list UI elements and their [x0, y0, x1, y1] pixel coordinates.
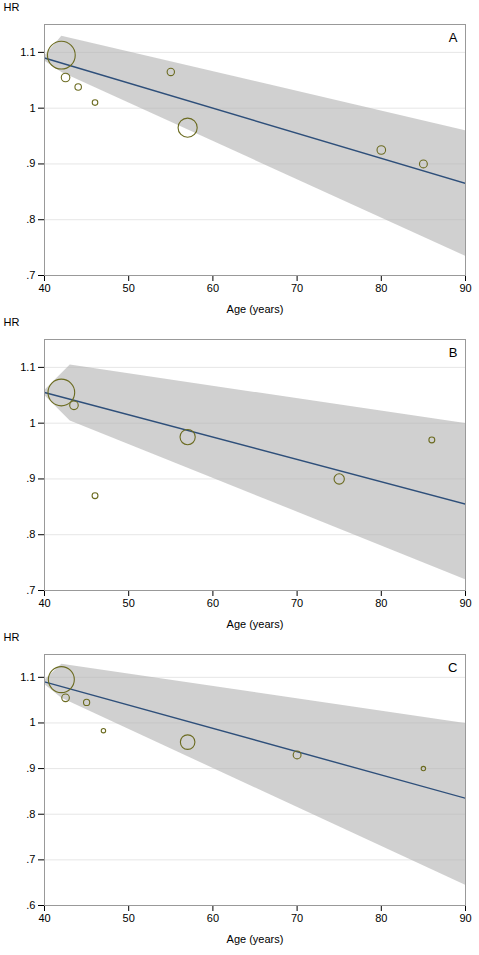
svg-text:70: 70 [291, 912, 303, 924]
svg-text:1: 1 [29, 417, 35, 429]
svg-text:.8: .8 [26, 808, 35, 820]
svg-text:50: 50 [123, 912, 135, 924]
svg-text:.8: .8 [26, 528, 35, 540]
svg-text:90: 90 [459, 912, 471, 924]
svg-text:40: 40 [38, 282, 50, 294]
svg-text:80: 80 [375, 282, 387, 294]
svg-text:70: 70 [291, 597, 303, 609]
svg-text:.7: .7 [26, 853, 35, 865]
svg-text:1: 1 [29, 102, 35, 114]
svg-text:60: 60 [207, 597, 219, 609]
svg-text:HR: HR [4, 631, 20, 643]
svg-text:90: 90 [459, 597, 471, 609]
svg-text:1.1: 1.1 [20, 46, 35, 58]
svg-text:1.1: 1.1 [20, 361, 35, 373]
svg-text:Age (years): Age (years) [227, 933, 284, 945]
svg-text:90: 90 [459, 282, 471, 294]
svg-text:60: 60 [207, 282, 219, 294]
svg-text:50: 50 [123, 597, 135, 609]
svg-text:.7: .7 [26, 584, 35, 596]
svg-text:.7: .7 [26, 269, 35, 281]
svg-text:HR: HR [4, 1, 20, 13]
svg-text:Age (years): Age (years) [227, 618, 284, 630]
svg-text:.8: .8 [26, 213, 35, 225]
svg-text:HR: HR [4, 316, 20, 328]
svg-text:50: 50 [123, 282, 135, 294]
svg-text:1: 1 [29, 716, 35, 728]
svg-text:80: 80 [375, 597, 387, 609]
svg-text:1.1: 1.1 [20, 671, 35, 683]
svg-text:.6: .6 [26, 899, 35, 911]
svg-text:.9: .9 [26, 472, 35, 484]
svg-text:40: 40 [38, 597, 50, 609]
svg-text:.9: .9 [26, 157, 35, 169]
svg-text:.9: .9 [26, 762, 35, 774]
svg-text:C: C [448, 660, 457, 675]
svg-text:B: B [449, 345, 458, 360]
svg-text:80: 80 [375, 912, 387, 924]
svg-text:Age (years): Age (years) [227, 303, 284, 315]
svg-text:A: A [449, 30, 458, 45]
svg-text:60: 60 [207, 912, 219, 924]
svg-text:70: 70 [291, 282, 303, 294]
svg-text:40: 40 [38, 912, 50, 924]
